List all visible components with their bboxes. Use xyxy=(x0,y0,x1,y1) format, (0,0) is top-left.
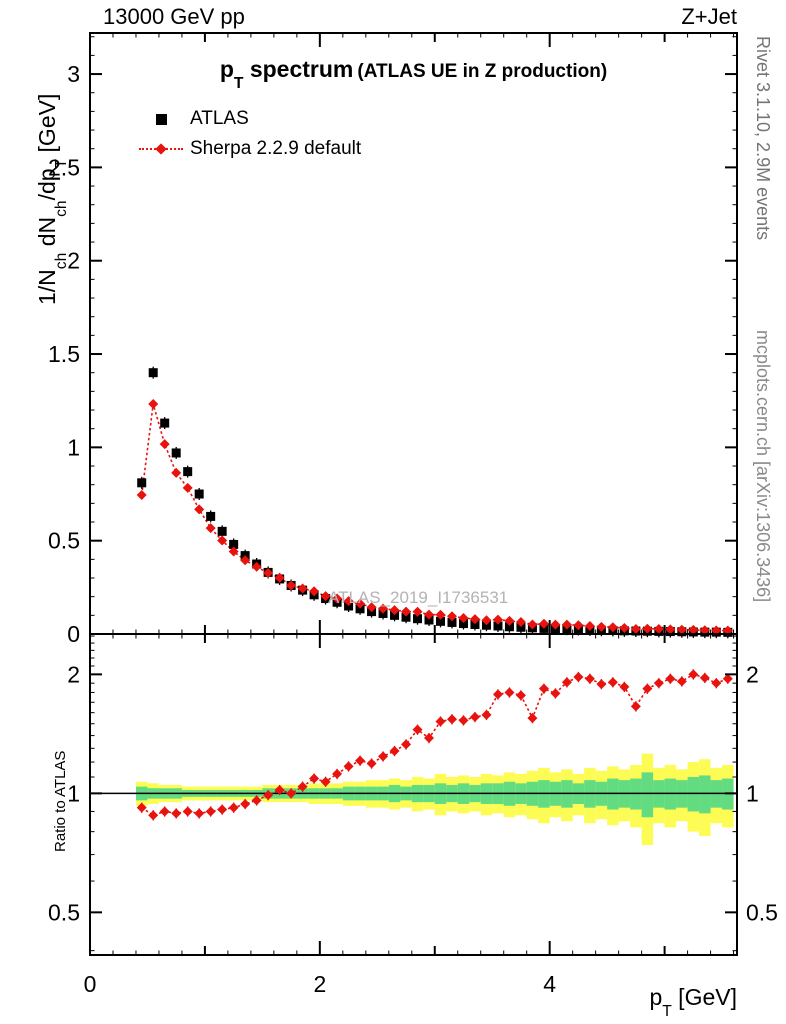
svg-text:0.5: 0.5 xyxy=(48,899,80,925)
header-process-label: Z+Jet xyxy=(681,4,737,29)
y-axis-label: 1/Nch dNch/dpT [GeV] xyxy=(34,93,71,305)
svg-text:3: 3 xyxy=(67,61,80,87)
svg-text:0.5: 0.5 xyxy=(746,899,778,925)
ratio-y-axis-label: Ratio to ATLAS xyxy=(52,750,69,852)
svg-text:2.5: 2.5 xyxy=(48,154,80,180)
svg-text:2: 2 xyxy=(313,971,326,997)
svg-text:2: 2 xyxy=(746,661,759,687)
plot-title: pT spectrum (ATLAS UE in Z production) xyxy=(219,56,608,93)
legend-label: ATLAS xyxy=(190,108,249,129)
legend-entry-atlas: ATLAS xyxy=(138,104,361,134)
svg-text:1: 1 xyxy=(67,434,80,460)
svg-text:2: 2 xyxy=(67,661,80,687)
mcplots-credit-label: mcplots.cern.ch [arXiv:1306.3436] xyxy=(753,330,773,603)
legend-entry-sherpa: Sherpa 2.2.9 default xyxy=(138,134,361,164)
svg-text:1: 1 xyxy=(746,780,759,806)
svg-text:4: 4 xyxy=(543,971,556,997)
rivet-version-label: Rivet 3.1.10, 2.9M events xyxy=(753,36,773,241)
svg-text:2: 2 xyxy=(67,248,80,274)
header-beam-label: 13000 GeV pp xyxy=(103,4,245,29)
x-axis-label: pT [GeV] xyxy=(649,984,737,1021)
legend-label: Sherpa 2.2.9 default xyxy=(190,138,362,159)
svg-text:1.5: 1.5 xyxy=(48,341,80,367)
sherpa-diamond-marker-icon xyxy=(138,143,184,155)
legend: ATLAS Sherpa 2.2.9 default xyxy=(138,104,361,164)
svg-text:0.5: 0.5 xyxy=(48,528,80,554)
svg-text:0: 0 xyxy=(84,971,97,997)
svg-text:0: 0 xyxy=(67,621,80,647)
analysis-id-watermark: ATLAS_2019_I1736531 xyxy=(328,588,509,607)
svg-text:1: 1 xyxy=(67,780,80,806)
atlas-square-marker-icon xyxy=(138,113,184,125)
